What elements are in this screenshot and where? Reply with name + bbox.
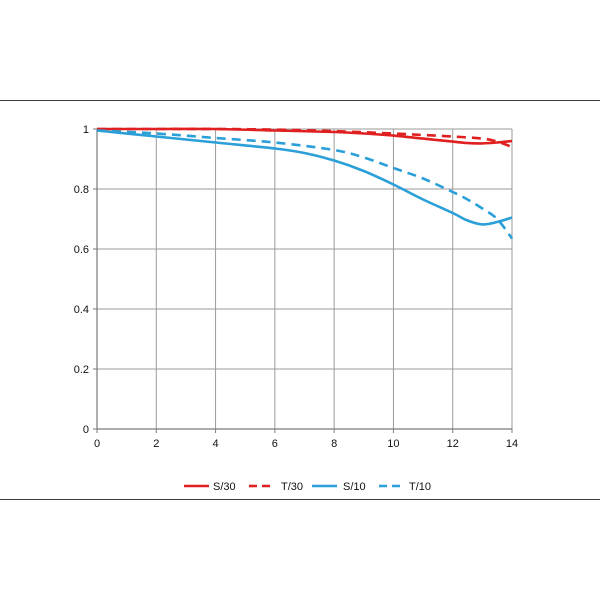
x-tick-label: 8 [331,438,337,450]
x-tick-labels: 0 2 4 6 8 10 12 14 [94,438,518,450]
x-tick-label: 12 [447,438,459,450]
y-tick-label: 1 [83,124,89,136]
axes [93,128,513,433]
series-line-s-30 [96,127,513,145]
legend-label: T/10 [409,481,431,493]
y-tick-label: 0.2 [74,364,89,376]
series-line-t-30 [96,127,513,149]
chart-frame [0,100,600,500]
x-tick-label: 2 [153,438,159,450]
grid [97,128,513,429]
y-tick-label: 0.4 [74,304,89,316]
series-line-s-10 [96,129,513,226]
x-tick-label: 6 [272,438,278,450]
series-lines [96,127,514,240]
y-tick-labels: 0 0.2 0.4 0.6 0.8 1 [74,124,89,436]
legend-label: T/30 [281,481,303,493]
y-tick-label: 0.6 [74,244,89,256]
x-tick-label: 10 [387,438,399,450]
series-line-t-10 [96,129,514,240]
y-tick-label: 0.8 [74,184,89,196]
x-tick-label: 4 [213,438,219,450]
legend: S/30 T/30 S/10 T/10 [184,481,431,493]
legend-label: S/10 [343,481,366,493]
x-tick-label: 14 [506,438,518,450]
y-tick-label: 0 [83,424,89,436]
x-tick-label: 0 [94,438,100,450]
legend-label: S/30 [213,481,236,493]
